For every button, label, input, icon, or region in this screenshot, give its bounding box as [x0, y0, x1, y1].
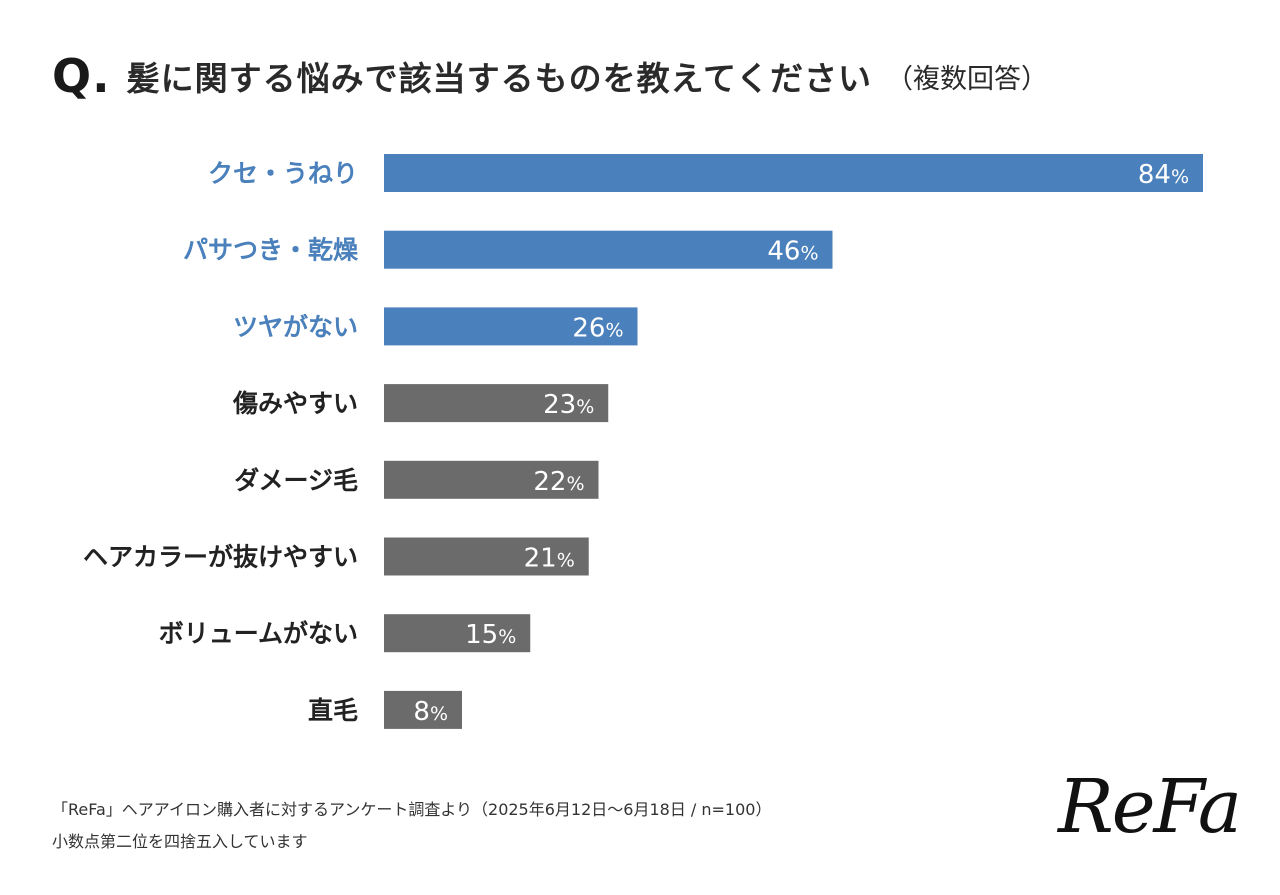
bar-group: ボリュームがない 15%	[159, 614, 531, 653]
bar-group: クセ・うねり 84%	[208, 154, 1203, 192]
bar	[384, 537, 589, 576]
category-label: ツヤがない	[233, 312, 358, 341]
bar-chart: クセ・うねり 84% パサつき・乾燥 46% ツヤがない 26% 傷みやすい 23% ダメージ毛…	[83, 154, 1203, 729]
bar	[384, 460, 599, 499]
bar-group: 直毛 8%	[308, 690, 462, 729]
bar-group: パサつき・乾燥 46%	[183, 230, 833, 269]
question-note: （複数回答）	[885, 63, 1048, 95]
value-label: 84%	[1138, 160, 1189, 190]
category-label: ダメージ毛	[234, 466, 358, 495]
refa-logo: ReFa	[1058, 764, 1242, 850]
bar	[384, 690, 462, 729]
category-label: 傷みやすい	[232, 389, 358, 418]
chart-title: Q. 髪に関する悩みで該当するものを教えてください （複数回答）	[52, 44, 1048, 108]
category-label: クセ・うねり	[208, 159, 358, 188]
bar	[384, 230, 833, 269]
bar-group: ダメージ毛 22%	[234, 460, 599, 499]
footnote-source: 「ReFa」ヘアアイロン購入者に対するアンケート調査より（2025年6月12日〜…	[52, 800, 772, 819]
question-mark-label: Q.	[52, 49, 111, 103]
category-label: 直毛	[308, 696, 358, 725]
value-label: 22%	[533, 467, 584, 497]
value-label: 23%	[543, 390, 594, 420]
bar-group: ツヤがない 26%	[233, 307, 638, 346]
bar	[384, 384, 609, 423]
category-label: ボリュームがない	[159, 619, 358, 648]
bar	[384, 154, 1203, 192]
footnote-rounding: 小数点第二位を四捨五入しています	[52, 832, 308, 851]
value-label: 21%	[524, 544, 575, 574]
category-label: ヘアカラーが抜けやすい	[83, 543, 358, 572]
bar-group: ヘアカラーが抜けやすい 21%	[83, 537, 589, 576]
footnote: 「ReFa」ヘアアイロン購入者に対するアンケート調査より（2025年6月12日〜…	[52, 794, 771, 858]
bar	[384, 307, 638, 346]
bar	[384, 614, 531, 653]
value-label: 46%	[767, 237, 818, 267]
value-label: 8%	[413, 697, 448, 727]
question-text: 髪に関する悩みで該当するものを教えてください	[126, 59, 872, 98]
value-label: 15%	[465, 620, 516, 650]
category-label: パサつき・乾燥	[183, 236, 359, 265]
bar-group: 傷みやすい 23%	[232, 384, 609, 423]
value-label: 26%	[572, 313, 623, 343]
